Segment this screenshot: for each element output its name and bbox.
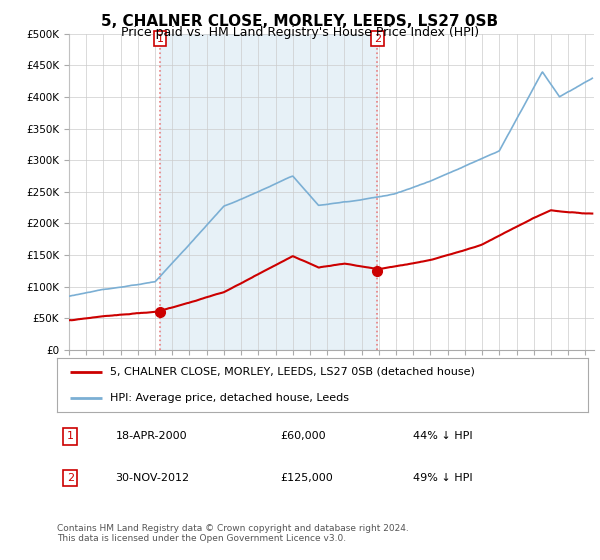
Text: £60,000: £60,000 (280, 431, 326, 441)
Text: £125,000: £125,000 (280, 473, 333, 483)
Bar (160, 34, 377, 350)
Text: 44% ↓ HPI: 44% ↓ HPI (413, 431, 472, 441)
Text: 49% ↓ HPI: 49% ↓ HPI (413, 473, 472, 483)
Text: 2: 2 (374, 34, 381, 44)
Text: Contains HM Land Registry data © Crown copyright and database right 2024.
This d: Contains HM Land Registry data © Crown c… (57, 524, 409, 543)
Text: 2: 2 (67, 473, 74, 483)
Text: 1: 1 (157, 34, 164, 44)
Text: 18-APR-2000: 18-APR-2000 (115, 431, 187, 441)
Text: Price paid vs. HM Land Registry's House Price Index (HPI): Price paid vs. HM Land Registry's House … (121, 26, 479, 39)
Text: 1: 1 (67, 431, 74, 441)
Text: 5, CHALNER CLOSE, MORLEY, LEEDS, LS27 0SB (detached house): 5, CHALNER CLOSE, MORLEY, LEEDS, LS27 0S… (110, 367, 475, 377)
Text: 5, CHALNER CLOSE, MORLEY, LEEDS, LS27 0SB: 5, CHALNER CLOSE, MORLEY, LEEDS, LS27 0S… (101, 14, 499, 29)
Text: 30-NOV-2012: 30-NOV-2012 (115, 473, 190, 483)
Text: HPI: Average price, detached house, Leeds: HPI: Average price, detached house, Leed… (110, 393, 349, 403)
